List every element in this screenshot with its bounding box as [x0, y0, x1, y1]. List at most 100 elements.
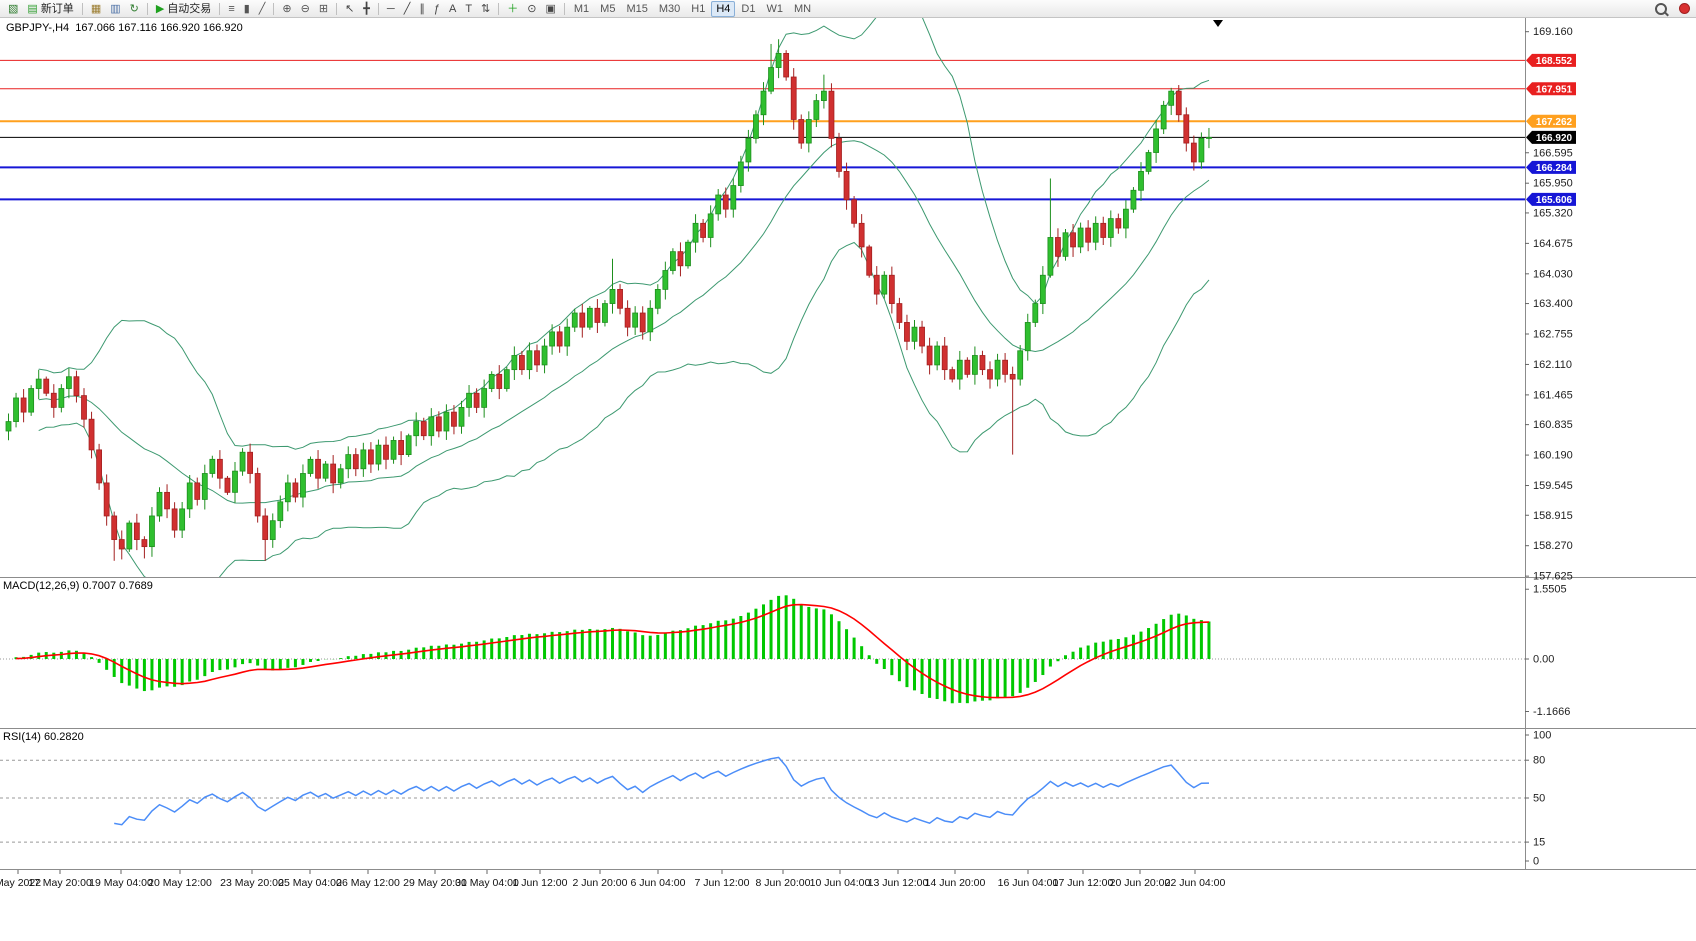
candle — [194, 482, 201, 500]
price-tick-label: 158.270 — [1533, 540, 1573, 552]
timeframe-h4-button[interactable]: H4 — [711, 0, 736, 17]
fibonacci-button[interactable]: ƒ — [430, 1, 444, 17]
arrows-icon: ⇅ — [481, 2, 491, 15]
new-chart-button[interactable]: ▧ — [4, 1, 22, 17]
candle — [571, 312, 578, 328]
notification-dot-icon[interactable] — [1679, 3, 1690, 14]
candle — [292, 482, 299, 498]
timeframe-h1-button[interactable]: H1 — [686, 1, 710, 17]
candle — [375, 444, 382, 465]
candle — [224, 477, 231, 493]
candle — [201, 473, 208, 500]
candle — [624, 307, 631, 328]
arrows-button[interactable]: ⇅ — [477, 1, 494, 17]
candle — [956, 359, 963, 380]
candle — [1175, 90, 1182, 116]
candle — [28, 388, 35, 413]
candle — [307, 458, 314, 474]
candle — [1206, 137, 1212, 139]
cursor-button[interactable]: ↖ — [341, 1, 358, 17]
timeframe-mn-button[interactable]: MN — [789, 1, 816, 17]
candle — [541, 345, 548, 366]
candle — [322, 463, 329, 479]
bar-chart-type-button[interactable]: ≡ — [224, 1, 238, 17]
candle — [896, 303, 903, 323]
new-chart-icon: ▧ — [8, 2, 19, 15]
candle — [398, 440, 405, 456]
macd-signal-line — [16, 603, 1210, 699]
candle — [919, 326, 925, 347]
candle — [405, 435, 412, 456]
candle — [66, 376, 72, 389]
candle — [1123, 208, 1129, 229]
candle — [277, 501, 284, 522]
timeframe-m30-button[interactable]: M30 — [654, 1, 685, 17]
candle — [367, 449, 374, 465]
price-tick-label: 157.625 — [1533, 571, 1573, 583]
periods-button[interactable]: ⊙ — [523, 1, 540, 17]
candle — [866, 246, 873, 276]
price-tag-box — [1526, 130, 1576, 144]
time-label: 31 May 04:00 — [455, 877, 519, 889]
rsi-axis-label: 50 — [1533, 793, 1545, 805]
indicators-icon: ＋ — [507, 2, 519, 15]
candle — [315, 458, 321, 479]
candle — [654, 288, 661, 309]
bollinger-lower-band — [38, 241, 1210, 577]
candle — [745, 137, 752, 163]
timeframe-w1-button[interactable]: W1 — [761, 1, 788, 17]
new-order-button[interactable]: ▤ 新订单 — [23, 1, 77, 17]
trendline-button[interactable]: ╱ — [400, 1, 415, 17]
candle — [783, 53, 790, 78]
candle — [707, 213, 714, 238]
candle — [1039, 274, 1046, 304]
candle — [254, 473, 261, 517]
templates-button[interactable]: ▣ — [541, 1, 559, 17]
indicators-button[interactable]: ＋ — [503, 1, 522, 17]
rsi-indicator-label: RSI(14) 60.2820 — [3, 731, 84, 743]
time-label: 17 May 20:00 — [28, 877, 92, 889]
horizontal-line-button[interactable]: ─ — [383, 1, 399, 17]
channel-button[interactable]: ∥ — [415, 1, 429, 17]
candle — [1168, 90, 1175, 106]
zoom-in-button[interactable]: ⊕ — [278, 1, 295, 17]
new-order-icon: ▤ — [27, 2, 38, 15]
text-button[interactable]: A — [445, 1, 460, 17]
chart-shift-marker[interactable] — [1213, 20, 1223, 27]
timeframe-m1-button[interactable]: M1 — [569, 1, 594, 17]
candle — [556, 331, 563, 347]
price-tick-label: 166.595 — [1533, 147, 1573, 159]
price-tag-text: 167.262 — [1536, 117, 1573, 128]
rsi-panel-area[interactable] — [0, 729, 1525, 869]
tile-windows-button[interactable]: ⊞ — [315, 1, 332, 17]
zoom-out-button[interactable]: ⊖ — [297, 1, 314, 17]
price-tick-label: 160.190 — [1533, 450, 1573, 462]
price-tick-label: 163.400 — [1533, 298, 1573, 310]
crosshair-button[interactable]: ╋ — [359, 1, 374, 17]
line-chart-type-button[interactable]: ╱ — [255, 1, 270, 17]
candle — [88, 418, 95, 451]
toolbar: ▧ ▤ 新订单 ▦ ▥ ↻ ▶ 自动交易 ≡ ▮ ╱ ⊕ ⊖ ⊞ ↖ ╋ ─ ╱ ∥ ƒ A T ⇅ ＋ ⊙ ▣ M1 M5 M15 M3… — [0, 0, 1696, 18]
candle — [881, 274, 888, 295]
candle — [1183, 114, 1190, 144]
candle — [730, 185, 737, 210]
candle — [111, 515, 118, 540]
market-watch-button[interactable]: ▥ — [106, 1, 124, 17]
rsi-axis-label: 15 — [1533, 837, 1545, 849]
price-tick-label: 162.755 — [1533, 329, 1573, 341]
timeframe-m5-button[interactable]: M5 — [595, 1, 620, 17]
text-icon: A — [448, 2, 457, 15]
time-label: 10 Jun 04:00 — [810, 877, 871, 889]
timeframe-d1-button[interactable]: D1 — [736, 1, 760, 17]
price-tick-label: 161.465 — [1533, 389, 1573, 401]
text-label-button[interactable]: T — [461, 1, 476, 17]
candle — [775, 53, 782, 68]
candle — [911, 326, 918, 342]
autotrading-button[interactable]: ▶ 自动交易 — [152, 1, 215, 17]
timeframe-m15-button[interactable]: M15 — [621, 1, 652, 17]
candlestick-type-button[interactable]: ▮ — [240, 1, 254, 17]
profiles-button[interactable]: ▦ — [87, 1, 105, 17]
refresh-button[interactable]: ↻ — [126, 1, 143, 17]
search-button[interactable] — [1651, 1, 1671, 17]
